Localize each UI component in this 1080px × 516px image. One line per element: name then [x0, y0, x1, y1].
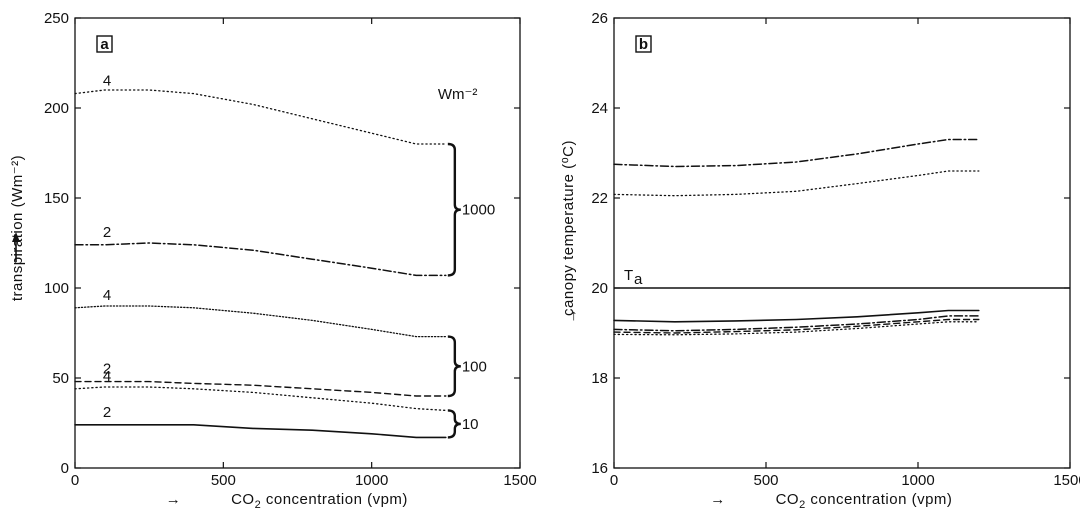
y-tick-label: 22 [591, 190, 608, 207]
y-axis-label: canopy temperature (⁰C) [560, 140, 577, 316]
panel-letter-box [96, 35, 113, 53]
y-tick-label: 50 [52, 370, 69, 387]
y-tick-label: 26 [591, 10, 608, 27]
curve-label: 4 [103, 287, 111, 304]
y-tick-label: 24 [591, 100, 608, 117]
y-tick-label: 18 [591, 370, 608, 387]
plot-frame [74, 17, 521, 469]
group-bracket-label: 10 [462, 416, 479, 433]
x-axis-label: CO2 concentration (vpm) [776, 491, 953, 511]
series-line [613, 170, 980, 197]
panel-letter: a [100, 36, 109, 53]
plot-frame [613, 17, 1071, 469]
panel-letter: b [639, 36, 648, 53]
y-tick-label: 100 [44, 280, 69, 297]
y-axis-arrow: ↑ [570, 307, 578, 324]
y-tick-label: 250 [44, 10, 69, 27]
x-tick-label: 1500 [1053, 472, 1080, 489]
series-line [74, 305, 447, 338]
y-tick-label: 200 [44, 100, 69, 117]
curve-label: 4 [103, 368, 111, 385]
panel-letter-box [635, 35, 652, 53]
group-bracket [447, 142, 461, 277]
group-bracket-label: 1000 [462, 202, 495, 219]
x-axis-arrow: → [710, 491, 726, 508]
x-tick-label: 500 [211, 472, 236, 489]
x-tick-label: 0 [610, 472, 618, 489]
group-bracket-label: 100 [462, 358, 487, 375]
bracket-unit-label: Wm⁻² [438, 86, 478, 103]
curve-label: 2 [103, 404, 111, 421]
group-bracket [447, 409, 461, 439]
curve-label: 2 [103, 224, 111, 241]
curve-label: 4 [103, 73, 111, 90]
x-tick-label: 1500 [503, 472, 536, 489]
x-axis-label: CO2 concentration (vpm) [231, 491, 408, 511]
series-line [74, 380, 447, 397]
series-line [74, 89, 447, 145]
y-axis-label: transpiration (Wm⁻²) [9, 155, 26, 301]
x-tick-label: 0 [71, 472, 79, 489]
reference-line-label: T [624, 267, 633, 284]
y-axis-arrow-head [12, 232, 20, 242]
panel-b: 0 500 1000 1500 16 18 20 22 24 26 b → CO2 concentrat… [560, 10, 1080, 511]
curve-label: 2 [103, 361, 111, 378]
reference-line-label-sub: a [634, 271, 643, 288]
series-line [74, 424, 447, 439]
y-tick-label: 150 [44, 190, 69, 207]
series-line [74, 386, 447, 412]
x-axis-arrow: → [166, 491, 182, 508]
series-line [613, 321, 980, 336]
group-bracket [447, 335, 461, 398]
x-tick-label: 500 [753, 472, 778, 489]
y-tick-label: 20 [591, 280, 608, 297]
series-line [613, 138, 980, 168]
y-tick-label: 0 [61, 460, 69, 477]
panel-a: 0 500 1000 1500 0 50 100 150 200 250 a → CO2 concent… [9, 10, 537, 511]
series-line [613, 315, 980, 332]
series-line [613, 309, 980, 323]
series-line [74, 242, 447, 277]
y-tick-label: 16 [591, 460, 608, 477]
series-line [613, 318, 980, 334]
x-tick-label: 1000 [901, 472, 934, 489]
x-tick-label: 1000 [355, 472, 388, 489]
